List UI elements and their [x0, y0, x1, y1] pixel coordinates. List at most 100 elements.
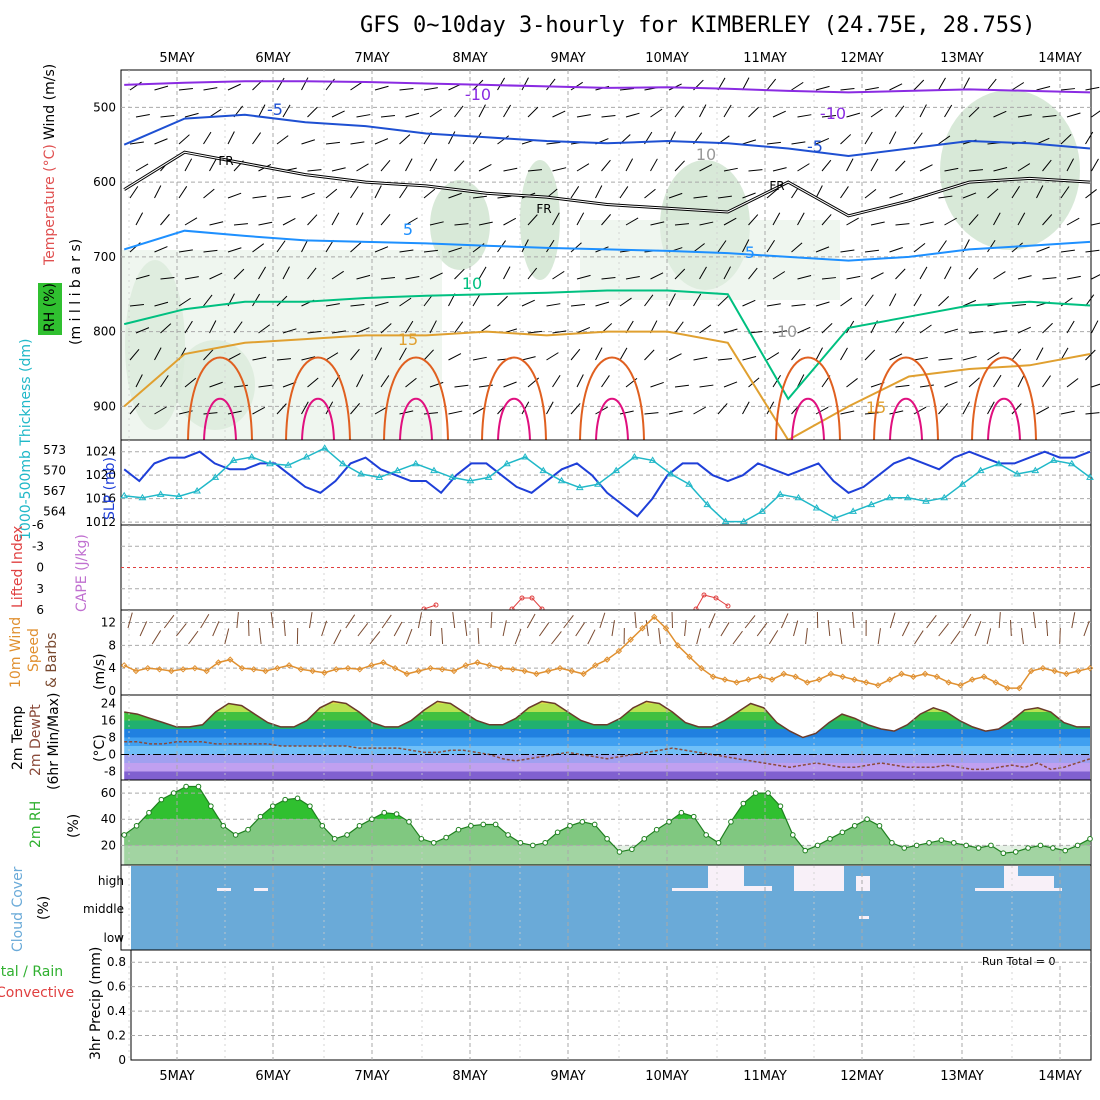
wind-barb	[282, 328, 297, 334]
wind-barb	[454, 223, 469, 226]
wind-barb	[380, 277, 395, 280]
wind-barb	[448, 192, 462, 199]
wind-barb	[895, 105, 905, 118]
wind-barb	[374, 301, 389, 307]
wind-barb	[1036, 86, 1051, 91]
thickness-marker	[976, 466, 985, 474]
y-tick-label: 573	[43, 443, 66, 457]
wind-barb	[968, 377, 980, 388]
wind-barb	[944, 266, 952, 280]
wind10m-barb	[477, 627, 480, 645]
rh2m-marker	[666, 819, 672, 825]
bottom-date-label: 13MAY	[940, 1069, 984, 1084]
wind-barb	[864, 249, 879, 253]
bottom-date-label: 7MAY	[354, 1069, 389, 1084]
wind-barb	[301, 77, 309, 91]
wind-barb	[693, 195, 708, 199]
rh2m-marker	[777, 803, 784, 809]
wind-barb	[380, 375, 390, 388]
wind-barb	[723, 104, 732, 118]
contour-label: FR	[218, 154, 233, 168]
rh2m-grid	[121, 780, 1091, 865]
rh2m-marker	[369, 816, 375, 823]
chart-title: GFS 0~10day 3-hourly for KIMBERLEY (24.7…	[360, 13, 1036, 38]
rh-shading	[122, 90, 1080, 440]
thickness-marker	[193, 487, 201, 494]
rh2m-marker	[690, 813, 697, 820]
wind-barb	[846, 378, 858, 388]
wind-barb	[889, 293, 897, 307]
rh2m-marker	[1037, 842, 1044, 849]
rh2m-marker	[344, 832, 350, 838]
wind-barb	[742, 356, 757, 361]
rh2m-marker	[988, 842, 994, 849]
thickness-marker	[666, 470, 675, 477]
wind-barb	[650, 381, 664, 388]
wind10m-speed-marker	[898, 670, 905, 678]
rh2m-label: 2m RH	[28, 801, 44, 848]
run-total: Run Total = 0	[982, 955, 1056, 968]
wind-barb	[668, 410, 683, 415]
wind10m-speed-marker	[721, 676, 729, 683]
thickness-marker	[229, 456, 238, 463]
wind-barb	[399, 297, 412, 307]
rh2m-marker	[790, 832, 796, 838]
wind-barb	[527, 106, 539, 118]
wind-barb	[821, 277, 836, 280]
wind-barb	[815, 347, 823, 361]
wind10m-barb	[200, 614, 210, 629]
wind10m-barb	[645, 620, 649, 637]
wind-barb	[497, 77, 506, 91]
wind-barb	[791, 303, 806, 307]
wind10m-speed-marker	[886, 676, 893, 683]
rh2m-marker	[728, 819, 734, 825]
wind-barb	[1011, 348, 1022, 361]
wind10m-barb	[634, 612, 637, 629]
wind-barb	[791, 348, 801, 361]
wind-barb	[203, 349, 214, 361]
thickness-marker	[302, 453, 311, 460]
lifted-index-point	[713, 595, 719, 601]
wind-barb	[129, 304, 144, 307]
wind-barb	[699, 384, 714, 388]
cloud-gap	[794, 866, 844, 891]
wind-barb	[601, 159, 611, 172]
cloud-panel: high middle low Cloud Cover (%)	[10, 864, 1092, 952]
wind10m-speed-marker	[179, 666, 187, 673]
wind-barb	[154, 138, 168, 145]
wind-barb	[405, 112, 420, 118]
contour-label: FR	[769, 179, 784, 193]
wind10m-speed-marker	[639, 625, 646, 632]
wind-barb	[1011, 185, 1020, 199]
wind-barb	[178, 249, 193, 253]
rh2m-marker	[975, 845, 982, 851]
rh2m-marker	[133, 822, 140, 829]
y-tick-label: 1016	[85, 492, 116, 506]
wind-barb	[160, 115, 175, 118]
wind10m-barb	[901, 621, 910, 637]
wind-barb	[1060, 133, 1072, 145]
wind-barb	[962, 192, 977, 199]
wind-barb	[325, 401, 334, 415]
wind10m-speed-marker	[686, 653, 693, 660]
wind-barb	[815, 246, 830, 253]
wind-barb	[674, 160, 685, 172]
wind-barb	[1085, 189, 1097, 199]
bottom-date-label: 12MAY	[840, 1069, 884, 1084]
wind-barb	[203, 294, 213, 307]
y-tick-label: 800	[93, 325, 116, 339]
wind-barb	[576, 212, 585, 226]
thickness-marker	[958, 480, 967, 487]
precip-frame	[130, 949, 1092, 1061]
contour-20	[873, 356, 939, 441]
thickness-marker	[247, 453, 256, 460]
lifted-index-point	[519, 595, 525, 601]
rh2m-marker	[802, 847, 809, 854]
wind-barb	[1060, 88, 1075, 91]
wind10m-barb	[877, 628, 881, 645]
wind-barb	[766, 239, 775, 253]
wind-barb	[913, 356, 928, 361]
wind-barb	[889, 247, 903, 253]
wind-barb	[595, 347, 603, 361]
